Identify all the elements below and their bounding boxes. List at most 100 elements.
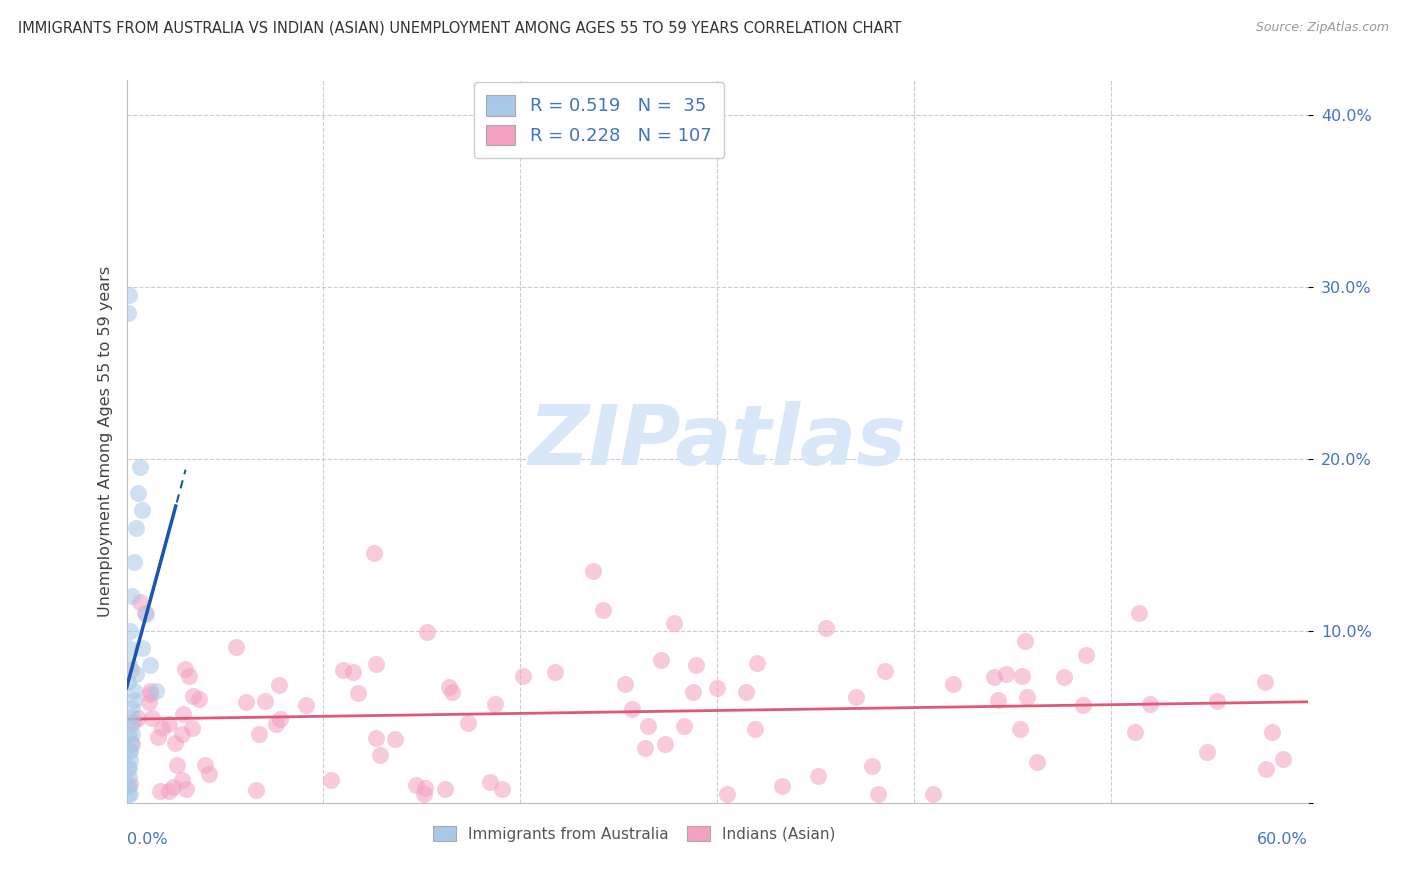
Point [150, 721, 173, 735]
Point [115, 779, 138, 793]
Point [149, 784, 172, 798]
Point [437, 680, 460, 694]
Point [384, 731, 406, 746]
Point [770, 779, 793, 793]
Point [125, 666, 148, 681]
Point [121, 590, 143, 604]
Point [183, 690, 205, 704]
Text: Source: ZipAtlas.com: Source: ZipAtlas.com [1256, 21, 1389, 34]
Point [174, 781, 197, 796]
Point [366, 731, 388, 745]
Point [138, 687, 160, 701]
Point [807, 768, 830, 782]
Point [1017, 690, 1039, 704]
Point [845, 690, 868, 704]
Point [412, 787, 434, 801]
Point [613, 677, 636, 691]
Point [162, 780, 184, 795]
Point [342, 665, 364, 679]
Point [124, 692, 146, 706]
Point [174, 662, 197, 676]
Point [124, 555, 146, 569]
Point [716, 787, 738, 801]
Point [146, 731, 169, 745]
Point [544, 665, 567, 679]
Point [1139, 697, 1161, 711]
Point [117, 787, 139, 801]
Point [441, 685, 464, 699]
Point [634, 740, 657, 755]
Point [370, 748, 392, 763]
Point [735, 684, 758, 698]
Text: ZIPatlas: ZIPatlas [529, 401, 905, 482]
Point [921, 787, 943, 801]
Point [253, 694, 276, 708]
Point [654, 737, 676, 751]
Point [363, 546, 385, 560]
Point [166, 758, 188, 772]
Point [165, 736, 187, 750]
Point [247, 727, 270, 741]
Point [139, 658, 162, 673]
Point [1053, 670, 1076, 684]
Point [121, 727, 143, 741]
Point [269, 712, 291, 726]
Point [117, 779, 139, 793]
Point [131, 640, 153, 655]
Point [177, 669, 200, 683]
Point [121, 737, 143, 751]
Point [1010, 722, 1032, 736]
Point [1123, 725, 1146, 739]
Point [141, 711, 163, 725]
Point [120, 718, 142, 732]
Point [187, 691, 209, 706]
Point [117, 640, 139, 655]
Point [129, 460, 152, 475]
Point [942, 677, 965, 691]
Point [135, 607, 157, 621]
Point [1253, 675, 1275, 690]
Point [332, 663, 354, 677]
Point [122, 714, 145, 729]
Point [118, 727, 141, 741]
Point [434, 782, 457, 797]
Point [269, 677, 291, 691]
Point [1197, 745, 1219, 759]
Point [319, 772, 342, 787]
Point [120, 776, 142, 790]
Point [413, 780, 436, 795]
Point [484, 698, 506, 712]
Point [139, 684, 162, 698]
Point [706, 681, 728, 695]
Point [117, 305, 139, 319]
Point [172, 707, 194, 722]
Point [117, 744, 139, 758]
Point [245, 783, 267, 797]
Text: 0.0%: 0.0% [127, 831, 167, 847]
Point [1025, 756, 1047, 770]
Point [814, 621, 837, 635]
Point [1014, 633, 1036, 648]
Point [860, 759, 883, 773]
Point [121, 710, 143, 724]
Point [866, 787, 889, 801]
Point [172, 726, 194, 740]
Point [172, 773, 194, 788]
Point [682, 685, 704, 699]
Point [637, 719, 659, 733]
Point [127, 486, 149, 500]
Point [120, 663, 142, 677]
Point [127, 711, 149, 725]
Point [117, 675, 139, 690]
Point [134, 607, 156, 621]
Point [1261, 725, 1284, 739]
Point [266, 717, 288, 731]
Point [295, 698, 318, 712]
Point [1272, 751, 1295, 765]
Point [1074, 648, 1097, 662]
Point [120, 787, 142, 801]
Text: IMMIGRANTS FROM AUSTRALIA VS INDIAN (ASIAN) UNEMPLOYMENT AMONG AGES 55 TO 59 YEA: IMMIGRANTS FROM AUSTRALIA VS INDIAN (ASI… [18, 21, 901, 36]
Legend: Immigrants from Australia, Indians (Asian): Immigrants from Australia, Indians (Asia… [426, 818, 844, 849]
Point [405, 779, 427, 793]
Point [1206, 694, 1229, 708]
